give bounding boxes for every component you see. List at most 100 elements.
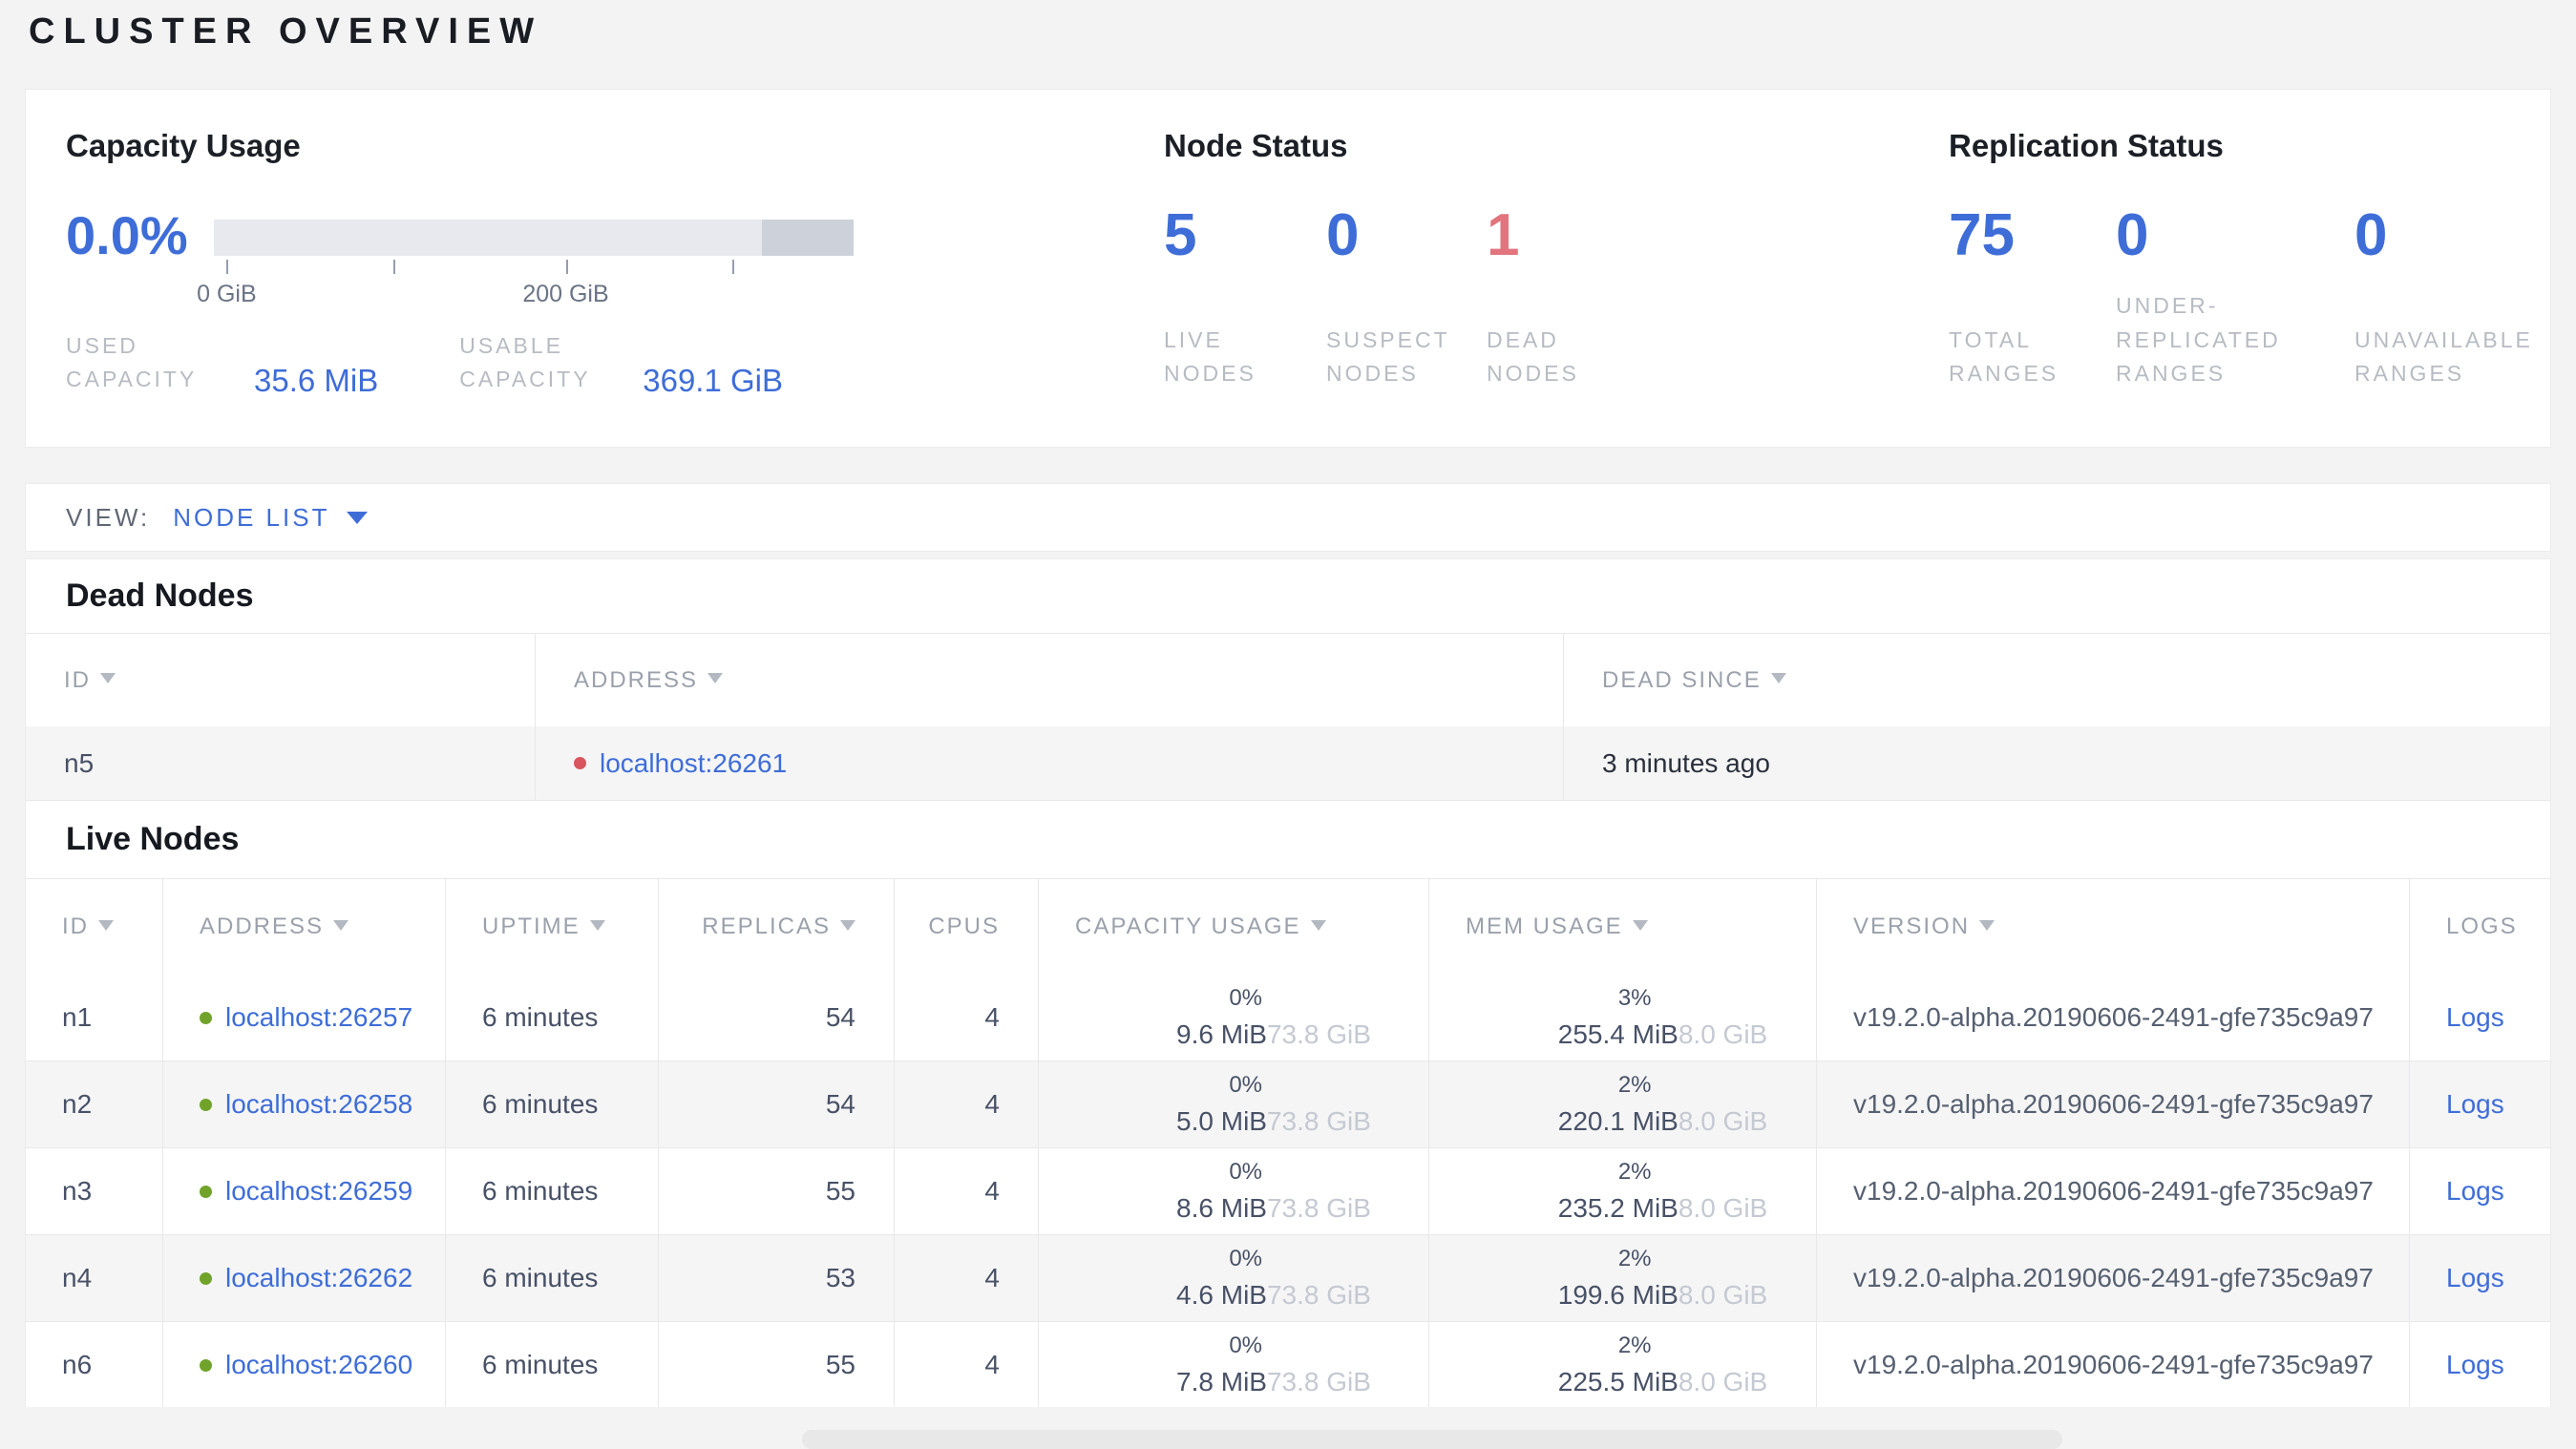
live-col-replicas[interactable]: REPLICAS — [658, 879, 894, 975]
mem-pct: 2% — [1617, 1333, 1652, 1358]
capacity-usage-cell: 0% 9.6 MiB 73.8 GiB — [1038, 975, 1428, 1061]
capacity-pct: 0% — [1229, 1159, 1262, 1185]
live-node-id: n1 — [62, 1002, 93, 1032]
capacity-used-value: 7.8 MiB — [1176, 1367, 1267, 1396]
uptime-value: 6 minutes — [482, 1002, 599, 1032]
replicas-value: 53 — [825, 1263, 855, 1292]
live-col-address[interactable]: ADDRESS — [162, 879, 445, 975]
dead-col-dead-since[interactable]: DEAD SINCE — [1563, 634, 2550, 726]
live-col-version[interactable]: VERSION — [1816, 879, 2409, 975]
uptime-value: 6 minutes — [482, 1263, 599, 1292]
live-node-id: n3 — [62, 1176, 93, 1206]
suspect-nodes-count: 0 — [1326, 202, 1360, 268]
live-node-address-link[interactable]: localhost:26262 — [225, 1263, 413, 1292]
live-col-id[interactable]: ID — [26, 879, 162, 975]
cluster-summary-card: Capacity Usage 0.0% 0 GiB — [25, 89, 2551, 448]
mem-total-value: 8.0 GiB — [1678, 1280, 1768, 1310]
dead-col-address[interactable]: ADDRESS — [535, 634, 1563, 726]
capacity-pct: 0% — [1229, 1072, 1262, 1098]
live-node-row: n4 localhost:26262 6 minutes 53 4 0% — [26, 1235, 2550, 1322]
view-mode-dropdown[interactable]: NODE LIST — [173, 502, 369, 533]
mem-total-value: 8.0 GiB — [1678, 1367, 1768, 1396]
live-status-dot-icon — [200, 1011, 212, 1024]
cpus-value: 4 — [984, 1263, 1000, 1292]
dead-nodes-table-body: n5 localhost:26261 3 minutes ago — [26, 726, 2550, 801]
replicas-value: 54 — [825, 1089, 855, 1119]
dead-node-row: n5 localhost:26261 3 minutes ago — [26, 726, 2550, 801]
uptime-value: 6 minutes — [482, 1176, 599, 1206]
suspect-nodes-label: SUSPECT NODES — [1326, 326, 1450, 387]
mem-usage-cell: 2% 235.2 MiB 8.0 GiB — [1428, 1148, 1816, 1235]
dead-col-id[interactable]: ID — [26, 634, 535, 726]
live-node-address-link[interactable]: localhost:26259 — [225, 1176, 413, 1206]
live-col-mem-usage[interactable]: MEM USAGE — [1428, 879, 1816, 975]
logs-link[interactable]: Logs — [2446, 1176, 2504, 1206]
view-mode-selected: NODE LIST — [173, 502, 330, 532]
capacity-usage-cell: 0% 4.6 MiB 73.8 GiB — [1038, 1235, 1428, 1322]
live-col-uptime[interactable]: UPTIME — [445, 879, 658, 975]
capacity-usage-section: Capacity Usage 0.0% 0 GiB — [66, 90, 1116, 447]
live-node-row: n6 localhost:26260 6 minutes 55 4 0% — [26, 1322, 2550, 1407]
capacity-pct: 0% — [1229, 985, 1262, 1011]
total-ranges-count: 75 — [1949, 202, 2015, 268]
sort-desc-icon — [333, 919, 349, 931]
uptime-value: 6 minutes — [482, 1350, 599, 1379]
live-node-address-link[interactable]: localhost:26258 — [225, 1089, 413, 1119]
live-col-cpus: CPUS — [894, 879, 1038, 975]
mem-pct: 2% — [1617, 1072, 1652, 1098]
capacity-total-value: 73.8 GiB — [1266, 1019, 1371, 1049]
logs-link[interactable]: Logs — [2446, 1089, 2504, 1119]
live-node-address-link[interactable]: localhost:26257 — [225, 1002, 413, 1032]
unavailable-ranges-count: 0 — [2354, 202, 2388, 268]
replication-status-title: Replication Status — [1949, 128, 2224, 163]
live-node-row: n3 localhost:26259 6 minutes 55 4 0% — [26, 1148, 2550, 1235]
cpus-value: 4 — [984, 1176, 1000, 1206]
live-node-id: n4 — [62, 1263, 93, 1292]
capacity-pct: 0% — [1229, 1333, 1262, 1358]
live-nodes-table-body: n1 localhost:26257 6 minutes 54 4 0% — [26, 975, 2550, 1407]
logs-link[interactable]: Logs — [2446, 1350, 2504, 1379]
live-status-dot-icon — [200, 1098, 212, 1111]
dead-node-id: n5 — [64, 747, 95, 778]
dead-nodes-count: 1 — [1487, 202, 1520, 268]
live-status-dot-icon — [200, 1185, 212, 1198]
mem-total-value: 8.0 GiB — [1678, 1193, 1768, 1223]
capacity-gauge-bar — [214, 220, 854, 256]
mem-used-value: 225.5 MiB — [1557, 1367, 1679, 1396]
capacity-usage-cell: 0% 5.0 MiB 73.8 GiB — [1038, 1061, 1428, 1148]
live-node-id: n2 — [62, 1089, 93, 1119]
capacity-usage-cell: 0% 7.8 MiB 73.8 GiB — [1038, 1322, 1428, 1407]
mem-total-value: 8.0 GiB — [1678, 1106, 1768, 1136]
capacity-pct: 0% — [1229, 1246, 1262, 1271]
chevron-down-icon — [347, 511, 369, 524]
live-col-capacity-usage[interactable]: CAPACITY USAGE — [1038, 879, 1428, 975]
replicas-value: 55 — [825, 1350, 855, 1379]
logs-link[interactable]: Logs — [2446, 1002, 2504, 1032]
view-label: VIEW: — [66, 502, 151, 532]
capacity-total-value: 73.8 GiB — [1266, 1367, 1371, 1396]
sort-desc-icon — [840, 919, 855, 931]
mem-pct: 2% — [1617, 1159, 1652, 1185]
gauge-tick-label-200: 200 GiB — [522, 281, 609, 307]
mem-total-value: 8.0 GiB — [1678, 1019, 1768, 1049]
capacity-usage-title: Capacity Usage — [66, 128, 301, 163]
logs-link[interactable]: Logs — [2446, 1263, 2504, 1292]
live-nodes-count: 5 — [1164, 202, 1197, 268]
capacity-used-value: 5.0 MiB — [1176, 1106, 1267, 1136]
capacity-usage-cell: 0% 8.6 MiB 73.8 GiB — [1038, 1148, 1428, 1235]
used-capacity-label: USED CAPACITY — [66, 332, 198, 392]
capacity-total-value: 73.8 GiB — [1266, 1193, 1371, 1223]
under-replicated-ranges-count: 0 — [2116, 202, 2149, 268]
sort-desc-icon — [589, 919, 605, 931]
live-nodes-heading: Live Nodes — [26, 801, 2550, 879]
below-fold-card-shadow — [802, 1430, 2062, 1449]
sort-desc-icon — [1770, 673, 1786, 683]
live-status-dot-icon — [200, 1358, 212, 1372]
live-col-logs: LOGS — [2409, 879, 2550, 975]
dead-since-value: 3 minutes ago — [1602, 747, 1770, 778]
usable-capacity-stat: USABLE CAPACITY 369.1 GiB — [459, 329, 783, 398]
live-node-address-link[interactable]: localhost:26260 — [225, 1350, 413, 1379]
node-status-title: Node Status — [1164, 128, 1348, 163]
dead-node-address-link[interactable]: localhost:26261 — [600, 747, 788, 778]
